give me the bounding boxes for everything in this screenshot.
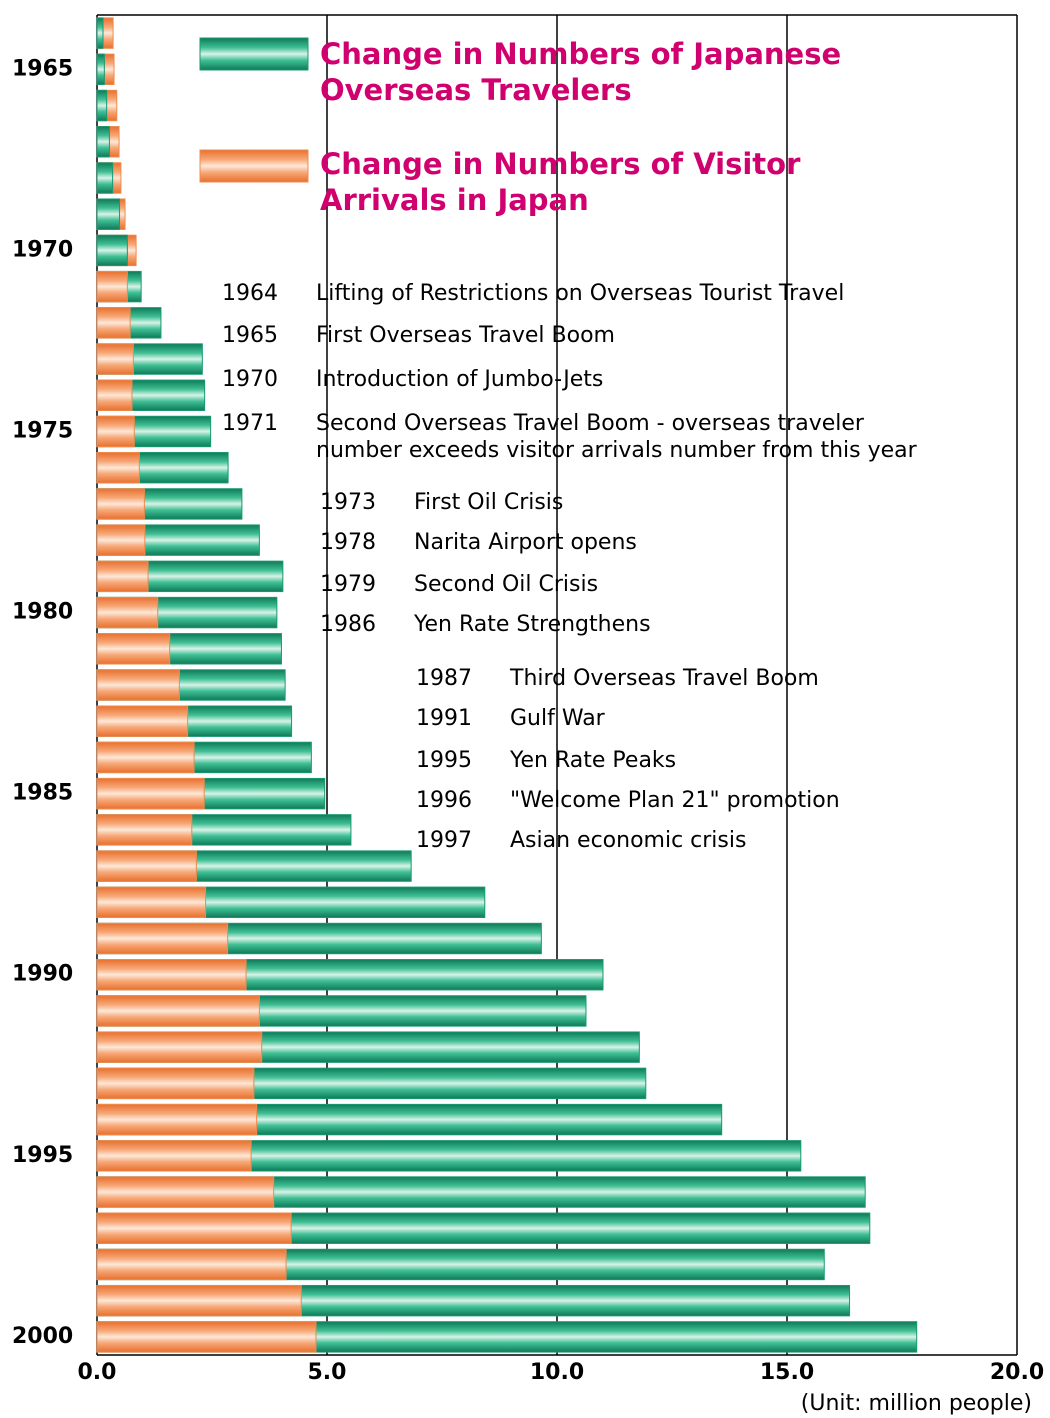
- bar: [96, 814, 193, 846]
- x-tick-label: 5.0: [308, 1360, 347, 1385]
- bar: [96, 1140, 252, 1172]
- event-text: Gulf War: [510, 706, 606, 731]
- legend-label: Change in Numbers of Visitor Arrivals in…: [320, 147, 801, 217]
- event-text: Second Oil Crisis: [414, 572, 598, 597]
- event-text: Yen Rate Strengthens: [413, 612, 651, 637]
- unit-label: (Unit: million people): [801, 1391, 1032, 1416]
- bar: [96, 53, 105, 86]
- bar: [96, 488, 145, 520]
- bar: [96, 524, 146, 556]
- event-text: Second Overseas Travel Boom - overseas t…: [316, 411, 865, 436]
- bar: [96, 596, 159, 629]
- event-text: number exceeds visitor arrivals number f…: [316, 438, 918, 463]
- bar: [96, 270, 128, 303]
- legend-swatch: [199, 37, 309, 71]
- event-year: 1996: [416, 788, 472, 813]
- event-year: 1986: [320, 612, 376, 637]
- event-text: Yen Rate Peaks: [509, 748, 676, 773]
- bar: [96, 1067, 255, 1100]
- event-year: 1971: [222, 411, 278, 436]
- event-year: 1964: [222, 281, 278, 306]
- bar: [96, 89, 108, 122]
- event-year: 1987: [416, 666, 472, 691]
- bar: [96, 126, 110, 158]
- bar: [96, 198, 121, 230]
- bar: [96, 379, 133, 411]
- bar: [96, 1284, 302, 1317]
- event-year: 1965: [222, 323, 278, 348]
- event-year: 1973: [320, 490, 376, 515]
- bar: [96, 560, 149, 593]
- legend-swatch: [199, 149, 309, 183]
- y-tick-label: 1995: [12, 1143, 73, 1168]
- y-tick-label: 1980: [12, 600, 73, 625]
- bar: [96, 850, 197, 882]
- event-year: 1979: [320, 572, 376, 597]
- bar: [96, 922, 229, 955]
- event-text: Third Overseas Travel Boom: [509, 666, 819, 691]
- y-tick-label: 2000: [12, 1324, 73, 1349]
- bar: [96, 741, 195, 774]
- event-text: First Oil Crisis: [414, 490, 563, 515]
- event-year: 1991: [416, 706, 472, 731]
- event-text: Lifting of Restrictions on Overseas Tour…: [316, 281, 844, 306]
- event-text: Introduction of Jumbo-Jets: [316, 367, 603, 392]
- event-year: 1995: [416, 748, 472, 773]
- event-text: "Welcome Plan 21" promotion: [510, 788, 840, 813]
- event-year: 1970: [222, 367, 278, 392]
- bar: [96, 1248, 287, 1281]
- legend-label: Change in Numbers of Japanese Overseas T…: [320, 37, 842, 107]
- bar: [96, 886, 207, 919]
- x-tick-label: 15.0: [760, 1360, 814, 1385]
- bar: [96, 633, 171, 665]
- y-tick-label: 1975: [12, 418, 73, 443]
- bar: [96, 343, 134, 375]
- bar: [96, 1212, 292, 1244]
- bar: [96, 1031, 263, 1063]
- event-year: 1978: [320, 530, 376, 555]
- bar: [96, 705, 189, 737]
- x-tick-label: 0.0: [78, 1360, 117, 1385]
- bar: [96, 1321, 317, 1353]
- bar: [96, 1176, 275, 1208]
- event-year: 1997: [416, 828, 472, 853]
- bar: [96, 307, 131, 339]
- event-text: Asian economic crisis: [510, 828, 746, 853]
- x-tick-label: 10.0: [530, 1360, 584, 1385]
- y-tick-label: 1965: [12, 56, 73, 81]
- bar: [96, 234, 128, 267]
- bar: [96, 162, 114, 194]
- event-text: Narita Airport opens: [414, 530, 637, 555]
- bar: [96, 415, 135, 448]
- bar: [96, 995, 260, 1027]
- bar: [96, 17, 104, 49]
- x-tick-label: 20.0: [990, 1360, 1044, 1385]
- y-tick-label: 1985: [12, 781, 73, 806]
- y-tick-label: 1970: [12, 237, 73, 262]
- bar: [96, 669, 180, 701]
- bar: [96, 959, 247, 991]
- y-tick-label: 1990: [12, 962, 73, 987]
- bar: [96, 777, 205, 810]
- bar: [96, 451, 140, 484]
- event-text: First Overseas Travel Boom: [316, 323, 615, 348]
- bar: [96, 1103, 258, 1136]
